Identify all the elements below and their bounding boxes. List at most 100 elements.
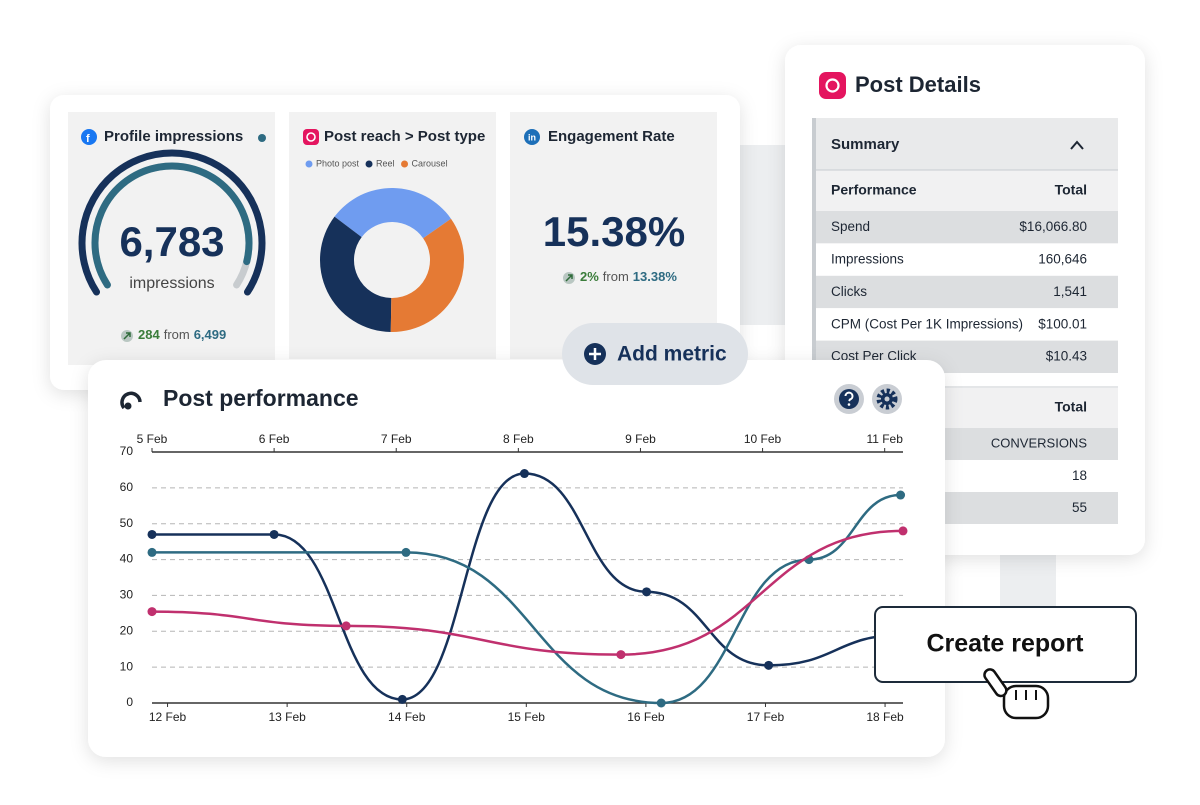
header-cell: Performance (831, 182, 917, 198)
x-tick-label: 10 Feb (744, 432, 782, 446)
donut-segment (319, 216, 392, 332)
legend-label: Photo post (316, 158, 360, 168)
data-point (401, 547, 411, 557)
chart-card (88, 360, 945, 757)
chart-icon (120, 391, 142, 410)
facebook-icon-glyph: f (86, 133, 90, 145)
change-previous: 13.38% (633, 269, 678, 284)
x-tick-label: 7 Feb (381, 432, 412, 446)
data-point (656, 698, 666, 708)
instagram-icon-lens (306, 132, 316, 142)
settings-gear (876, 388, 898, 410)
row-label: Cost Per Click (831, 349, 917, 364)
x-tick-label: 5 Feb (137, 432, 168, 446)
table-row (816, 211, 1118, 244)
change-from: from (164, 327, 190, 342)
panel-title: Post Details (855, 72, 981, 97)
line-chart: 0 10 20 30 40 50 60 705 Feb 6 Feb 7 Feb 8 Feb 9 Feb… (120, 432, 908, 724)
trend-arrow (565, 274, 573, 282)
legend-swatch (305, 160, 313, 168)
row-value: 18 (1072, 468, 1087, 483)
x2-tick-label: 14 Feb (388, 710, 426, 724)
trend-arrow (123, 332, 131, 340)
data-point (616, 650, 626, 660)
summary-label: Summary (831, 136, 900, 153)
table-row (816, 243, 1118, 276)
legend-label: Carousel (412, 158, 448, 168)
facebook-icon (81, 129, 97, 145)
card-title: Engagement Rate (548, 128, 675, 145)
y-tick-label: 60 (120, 480, 134, 494)
legend-label: Reel (376, 158, 395, 168)
metric-value: 6,783 (119, 218, 224, 265)
x2-tick-label: 13 Feb (268, 710, 306, 724)
gauge (78, 149, 266, 296)
series-line (152, 472, 904, 701)
data-point (147, 529, 157, 539)
y-tick-label: 0 (126, 695, 133, 709)
help-glyph (847, 403, 851, 406)
x2-tick-label: 18 Feb (866, 710, 904, 724)
series-line (151, 529, 904, 656)
metric-card (510, 112, 717, 359)
hand-lines (1015, 690, 1037, 700)
help-glyph (844, 391, 854, 402)
gauge-fill (91, 162, 253, 289)
data-point (764, 660, 774, 670)
button-label: Add metric (617, 343, 727, 366)
data-point (898, 526, 908, 536)
data-point (519, 469, 529, 479)
table-row (816, 275, 1118, 309)
table-body: Spend $16,066.80 Impressions 160,646 Clicks 1… (816, 211, 1118, 373)
create-report-button[interactable] (874, 606, 1137, 683)
row-label: Clicks (831, 284, 867, 299)
donut-segment (334, 187, 451, 239)
row-value: $10.43 (1046, 349, 1087, 364)
metric-unit: impressions (129, 275, 214, 292)
summary-row[interactable] (816, 118, 1118, 170)
button-label: Create report (927, 630, 1085, 658)
header-cell: Total (1055, 182, 1087, 198)
table-border (812, 118, 816, 528)
change-from: from (603, 269, 629, 284)
x2-tick-label: 17 Feb (747, 710, 785, 724)
card-title: Profile impressions (104, 128, 243, 145)
y-tick-label: 40 (120, 552, 134, 566)
help-icon (839, 389, 859, 409)
y-tick-label: 10 (120, 659, 134, 673)
collapse-chevron[interactable] (1070, 140, 1084, 150)
data-point (642, 587, 652, 597)
card-title: Post reach > Post type (324, 128, 485, 145)
subheader-cell: CONVERSIONS (991, 435, 1087, 450)
add-metric-button[interactable] (562, 323, 748, 385)
row-label: CPM (Cost Per 1K Impressions) (831, 316, 1023, 331)
table-row (816, 308, 1118, 341)
x-tick-label: 11 Feb (866, 432, 903, 446)
instagram-icon (819, 72, 846, 99)
row-value: 160,646 (1038, 251, 1087, 266)
chart-title: Post performance (163, 385, 359, 411)
instagram-icon-lens (825, 78, 840, 93)
settings-gear (884, 396, 890, 402)
x-tick-label: 6 Feb (259, 432, 290, 446)
data-point (269, 529, 279, 539)
x2-tick-label: 15 Feb (508, 710, 546, 724)
series-line (151, 493, 901, 705)
table-header (816, 170, 1118, 211)
backdrop (738, 145, 790, 325)
change-value: 2% (580, 269, 599, 284)
row-value: $100.01 (1038, 316, 1087, 331)
status-dot (258, 134, 266, 142)
legend-swatch (365, 160, 373, 168)
linkedin-icon (524, 129, 540, 145)
y-tick-label: 30 (120, 588, 134, 602)
plus-glyph (589, 348, 601, 360)
x-tick-label: 9 Feb (625, 432, 656, 446)
donut-chart: Photo post Reel Carousel (305, 158, 465, 332)
metric-value: 15.38% (543, 208, 685, 255)
x2-tick-label: 12 Feb (149, 710, 187, 724)
donut-segment (390, 218, 465, 332)
gauge-outer (78, 149, 266, 296)
